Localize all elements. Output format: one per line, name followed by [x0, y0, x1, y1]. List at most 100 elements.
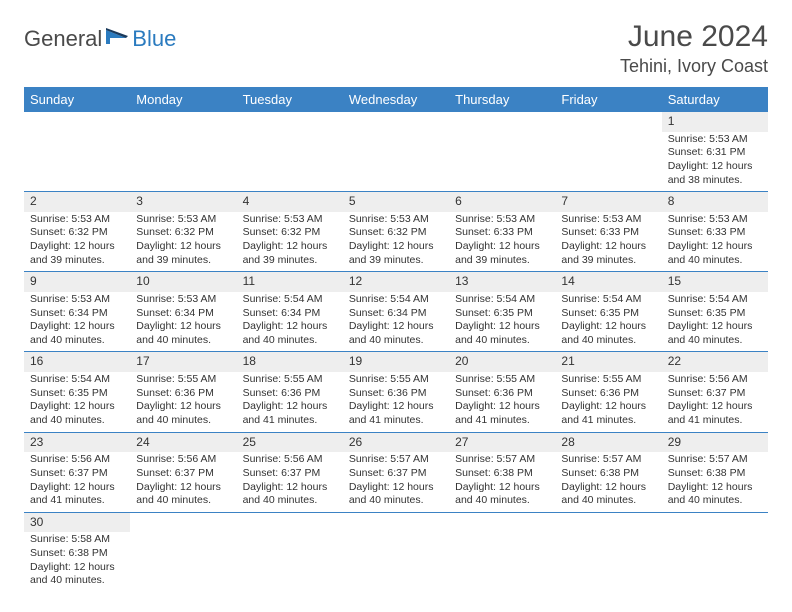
calendar-day-cell: 9Sunrise: 5:53 AMSunset: 6:34 PMDaylight… — [24, 272, 130, 352]
day-number: 24 — [130, 433, 236, 453]
day-content: Sunrise: 5:57 AMSunset: 6:38 PMDaylight:… — [449, 452, 555, 512]
location: Tehini, Ivory Coast — [620, 56, 768, 77]
day-number: 13 — [449, 272, 555, 292]
sunset-text: Sunset: 6:37 PM — [136, 467, 230, 481]
calendar-day-cell: 15Sunrise: 5:54 AMSunset: 6:35 PMDayligh… — [662, 272, 768, 352]
sunrise-text: Sunrise: 5:53 AM — [243, 213, 337, 227]
calendar-day-cell: 3Sunrise: 5:53 AMSunset: 6:32 PMDaylight… — [130, 192, 236, 272]
daylight-text-2: and 40 minutes. — [243, 494, 337, 508]
daylight-text-2: and 40 minutes. — [30, 574, 124, 588]
sunrise-text: Sunrise: 5:53 AM — [455, 213, 549, 227]
calendar-day-cell: 10Sunrise: 5:53 AMSunset: 6:34 PMDayligh… — [130, 272, 236, 352]
daylight-text-2: and 40 minutes. — [136, 414, 230, 428]
day-content: Sunrise: 5:57 AMSunset: 6:38 PMDaylight:… — [555, 452, 661, 512]
daylight-text: Daylight: 12 hours — [30, 320, 124, 334]
sunrise-text: Sunrise: 5:55 AM — [561, 373, 655, 387]
sunrise-text: Sunrise: 5:57 AM — [561, 453, 655, 467]
calendar-day-cell: 28Sunrise: 5:57 AMSunset: 6:38 PMDayligh… — [555, 432, 661, 512]
calendar-day-cell: 29Sunrise: 5:57 AMSunset: 6:38 PMDayligh… — [662, 432, 768, 512]
calendar-day-cell: 11Sunrise: 5:54 AMSunset: 6:34 PMDayligh… — [237, 272, 343, 352]
day-number: 19 — [343, 352, 449, 372]
sunrise-text: Sunrise: 5:53 AM — [349, 213, 443, 227]
day-number: 1 — [662, 112, 768, 132]
sunset-text: Sunset: 6:38 PM — [668, 467, 762, 481]
sunrise-text: Sunrise: 5:54 AM — [668, 293, 762, 307]
calendar-day-cell — [343, 112, 449, 192]
day-number: 2 — [24, 192, 130, 212]
calendar-day-cell: 5Sunrise: 5:53 AMSunset: 6:32 PMDaylight… — [343, 192, 449, 272]
daylight-text: Daylight: 12 hours — [243, 481, 337, 495]
sunset-text: Sunset: 6:36 PM — [455, 387, 549, 401]
day-content: Sunrise: 5:56 AMSunset: 6:37 PMDaylight:… — [24, 452, 130, 512]
day-number: 21 — [555, 352, 661, 372]
weekday-header-row: Sunday Monday Tuesday Wednesday Thursday… — [24, 87, 768, 112]
calendar-day-cell: 2Sunrise: 5:53 AMSunset: 6:32 PMDaylight… — [24, 192, 130, 272]
calendar-week-row: 30Sunrise: 5:58 AMSunset: 6:38 PMDayligh… — [24, 512, 768, 592]
day-content: Sunrise: 5:53 AMSunset: 6:32 PMDaylight:… — [24, 212, 130, 272]
daylight-text: Daylight: 12 hours — [455, 481, 549, 495]
day-number: 26 — [343, 433, 449, 453]
daylight-text: Daylight: 12 hours — [136, 240, 230, 254]
calendar-week-row: 23Sunrise: 5:56 AMSunset: 6:37 PMDayligh… — [24, 432, 768, 512]
sunrise-text: Sunrise: 5:56 AM — [30, 453, 124, 467]
day-number: 18 — [237, 352, 343, 372]
daylight-text-2: and 40 minutes. — [561, 494, 655, 508]
calendar-day-cell: 6Sunrise: 5:53 AMSunset: 6:33 PMDaylight… — [449, 192, 555, 272]
daylight-text: Daylight: 12 hours — [668, 240, 762, 254]
weekday-header: Monday — [130, 87, 236, 112]
day-number: 7 — [555, 192, 661, 212]
weekday-header: Thursday — [449, 87, 555, 112]
daylight-text-2: and 41 minutes. — [668, 414, 762, 428]
day-content: Sunrise: 5:57 AMSunset: 6:37 PMDaylight:… — [343, 452, 449, 512]
day-number: 22 — [662, 352, 768, 372]
day-number: 4 — [237, 192, 343, 212]
calendar-day-cell: 7Sunrise: 5:53 AMSunset: 6:33 PMDaylight… — [555, 192, 661, 272]
sunset-text: Sunset: 6:38 PM — [455, 467, 549, 481]
day-content: Sunrise: 5:56 AMSunset: 6:37 PMDaylight:… — [237, 452, 343, 512]
sunrise-text: Sunrise: 5:53 AM — [136, 213, 230, 227]
daylight-text: Daylight: 12 hours — [455, 240, 549, 254]
sunset-text: Sunset: 6:36 PM — [349, 387, 443, 401]
flag-icon — [106, 28, 130, 51]
daylight-text-2: and 38 minutes. — [668, 174, 762, 188]
sunrise-text: Sunrise: 5:56 AM — [668, 373, 762, 387]
day-number: 30 — [24, 513, 130, 533]
sunset-text: Sunset: 6:35 PM — [455, 307, 549, 321]
day-content: Sunrise: 5:53 AMSunset: 6:33 PMDaylight:… — [662, 212, 768, 272]
daylight-text: Daylight: 12 hours — [349, 400, 443, 414]
day-content: Sunrise: 5:53 AMSunset: 6:33 PMDaylight:… — [449, 212, 555, 272]
sunrise-text: Sunrise: 5:54 AM — [455, 293, 549, 307]
calendar-day-cell: 1Sunrise: 5:53 AMSunset: 6:31 PMDaylight… — [662, 112, 768, 192]
day-number: 3 — [130, 192, 236, 212]
sunset-text: Sunset: 6:37 PM — [668, 387, 762, 401]
sunset-text: Sunset: 6:38 PM — [30, 547, 124, 561]
daylight-text-2: and 39 minutes. — [136, 254, 230, 268]
daylight-text: Daylight: 12 hours — [561, 400, 655, 414]
day-number: 28 — [555, 433, 661, 453]
day-content: Sunrise: 5:53 AMSunset: 6:32 PMDaylight:… — [237, 212, 343, 272]
sunset-text: Sunset: 6:31 PM — [668, 146, 762, 160]
calendar-day-cell — [555, 112, 661, 192]
sunset-text: Sunset: 6:34 PM — [243, 307, 337, 321]
calendar-day-cell: 12Sunrise: 5:54 AMSunset: 6:34 PMDayligh… — [343, 272, 449, 352]
day-content: Sunrise: 5:53 AMSunset: 6:34 PMDaylight:… — [24, 292, 130, 352]
sunrise-text: Sunrise: 5:55 AM — [136, 373, 230, 387]
weekday-header: Sunday — [24, 87, 130, 112]
calendar-table: Sunday Monday Tuesday Wednesday Thursday… — [24, 87, 768, 592]
month-title: June 2024 — [620, 20, 768, 54]
day-content: Sunrise: 5:58 AMSunset: 6:38 PMDaylight:… — [24, 532, 130, 592]
daylight-text-2: and 41 minutes. — [30, 494, 124, 508]
calendar-day-cell: 25Sunrise: 5:56 AMSunset: 6:37 PMDayligh… — [237, 432, 343, 512]
day-content: Sunrise: 5:55 AMSunset: 6:36 PMDaylight:… — [449, 372, 555, 432]
day-content: Sunrise: 5:54 AMSunset: 6:34 PMDaylight:… — [237, 292, 343, 352]
day-number: 6 — [449, 192, 555, 212]
sunset-text: Sunset: 6:36 PM — [243, 387, 337, 401]
daylight-text: Daylight: 12 hours — [455, 400, 549, 414]
day-content: Sunrise: 5:54 AMSunset: 6:34 PMDaylight:… — [343, 292, 449, 352]
calendar-day-cell — [237, 112, 343, 192]
sunset-text: Sunset: 6:35 PM — [561, 307, 655, 321]
calendar-day-cell: 30Sunrise: 5:58 AMSunset: 6:38 PMDayligh… — [24, 512, 130, 592]
weekday-header: Saturday — [662, 87, 768, 112]
day-content: Sunrise: 5:55 AMSunset: 6:36 PMDaylight:… — [343, 372, 449, 432]
daylight-text-2: and 40 minutes. — [136, 494, 230, 508]
